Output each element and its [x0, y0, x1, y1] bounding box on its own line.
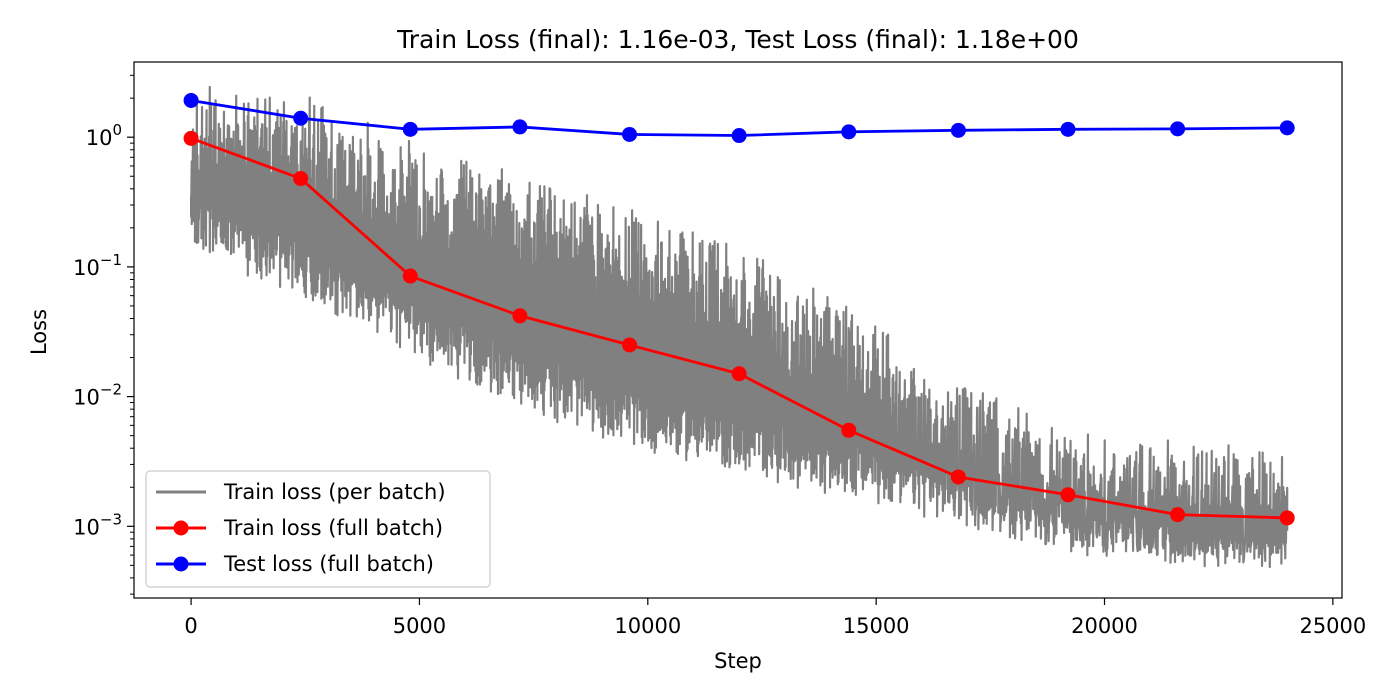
data-point [512, 119, 528, 135]
series-train-per-batch [189, 85, 1289, 569]
data-point [1060, 121, 1076, 137]
data-point [1170, 121, 1186, 137]
y-axis-label: Loss [27, 309, 51, 355]
data-point [1170, 507, 1186, 523]
y-tick-label: 10−2 [73, 381, 122, 410]
y-axis: 100 10−1 10−2 10−3 [73, 74, 134, 595]
legend-marker-test-full [173, 556, 189, 572]
x-tick-label: 20000 [1071, 614, 1138, 638]
series-test-full-batch [183, 92, 1295, 144]
data-point [512, 308, 528, 324]
x-axis: 0 5000 10000 15000 20000 25000 [184, 598, 1366, 638]
data-point [183, 130, 199, 146]
data-point [950, 122, 966, 138]
series-layer [183, 85, 1295, 569]
data-point [622, 337, 638, 353]
data-point [183, 92, 199, 108]
legend-label-test-full: Test loss (full batch) [223, 552, 434, 576]
data-point [1060, 487, 1076, 503]
x-axis-label: Step [714, 649, 762, 673]
data-point [1279, 120, 1295, 136]
data-point [841, 124, 857, 140]
x-tick-label: 15000 [843, 614, 910, 638]
y-tick-label: 100 [86, 121, 122, 150]
data-point [402, 268, 418, 284]
legend-label-per-batch: Train loss (per batch) [223, 480, 446, 504]
x-tick-label: 0 [184, 614, 197, 638]
data-point [402, 121, 418, 137]
x-tick-label: 10000 [614, 614, 681, 638]
legend-label-train-full: Train loss (full batch) [223, 516, 443, 540]
data-point [1279, 510, 1295, 526]
data-point [841, 422, 857, 438]
data-point [293, 110, 309, 126]
x-tick-label: 25000 [1299, 614, 1366, 638]
data-point [731, 366, 747, 382]
y-tick-label: 10−1 [73, 251, 122, 280]
x-tick-label: 5000 [393, 614, 446, 638]
data-point [293, 171, 309, 187]
y-tick-label: 10−3 [73, 510, 122, 539]
data-point [950, 469, 966, 485]
series-train-full-batch [183, 130, 1295, 526]
plot-area [133, 61, 1343, 599]
data-point [731, 128, 747, 144]
legend-box [145, 470, 491, 588]
plot-frame [133, 61, 1343, 599]
legend: Train loss (per batch) Train loss (full … [145, 470, 491, 588]
data-point [622, 126, 638, 142]
legend-marker-train-full [173, 520, 189, 536]
chart-title: Train Loss (final): 1.16e-03, Test Loss … [396, 25, 1079, 54]
